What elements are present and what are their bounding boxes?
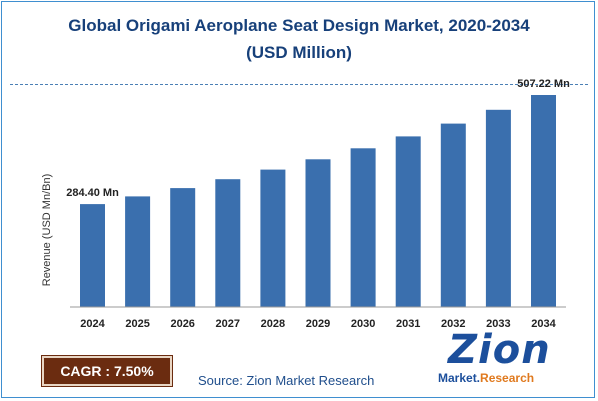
data-label-2024: 284.40 Mn — [66, 187, 119, 199]
bar-2034 — [531, 95, 556, 307]
bar-2033 — [485, 109, 511, 307]
bar-2026 — [170, 188, 196, 307]
logo-sub-text: Market.Research — [438, 371, 534, 385]
x-tick-label-2030: 2030 — [351, 318, 375, 330]
x-tick-label-2029: 2029 — [306, 318, 330, 330]
source-text: Source: Zion Market Research — [198, 373, 375, 388]
bars-group — [80, 95, 556, 307]
chart-title-line1: Global Origami Aeroplane Seat Design Mar… — [68, 16, 530, 35]
bar-2031 — [395, 136, 421, 307]
x-tick-labels-group: 2024 2025 2026 2027 2028 2029 2030 2031 2032 2033… — [80, 318, 556, 330]
zion-logo: Zion Market.Research — [438, 327, 560, 389]
logo-main-text: Zion — [448, 327, 551, 373]
bar-2025 — [125, 196, 151, 307]
x-tick-label-2033: 2033 — [486, 318, 510, 330]
x-tick-label-2025: 2025 — [125, 318, 149, 330]
x-tick-label-2026: 2026 — [170, 318, 194, 330]
cagr-badge: CAGR : 7.50% — [42, 356, 172, 386]
data-labels-group: 284.40 Mn 507.22 Mn — [66, 78, 570, 199]
chart-title-line2: (USD Million) — [246, 43, 352, 62]
logo-sub-a: Market. — [438, 371, 481, 385]
y-axis-label: Revenue (USD Mn/Bn) — [41, 174, 53, 287]
x-tick-label-2032: 2032 — [441, 318, 465, 330]
bar-2024 — [80, 204, 105, 307]
x-tick-label-2034: 2034 — [531, 318, 556, 330]
data-label-2034: 507.22 Mn — [517, 78, 570, 90]
bar-2027 — [215, 179, 241, 307]
x-tick-label-2031: 2031 — [396, 318, 420, 330]
logo-sub-b: Research — [480, 371, 535, 385]
x-tick-label-2024: 2024 — [80, 318, 105, 330]
x-tick-label-2027: 2027 — [216, 318, 240, 330]
chart-title: Global Origami Aeroplane Seat Design Mar… — [0, 12, 598, 66]
x-tick-label-2028: 2028 — [261, 318, 285, 330]
bar-2032 — [440, 123, 466, 307]
bar-2030 — [350, 148, 376, 307]
bar-2029 — [305, 159, 331, 307]
title-divider — [10, 84, 588, 85]
bar-2028 — [260, 169, 286, 307]
